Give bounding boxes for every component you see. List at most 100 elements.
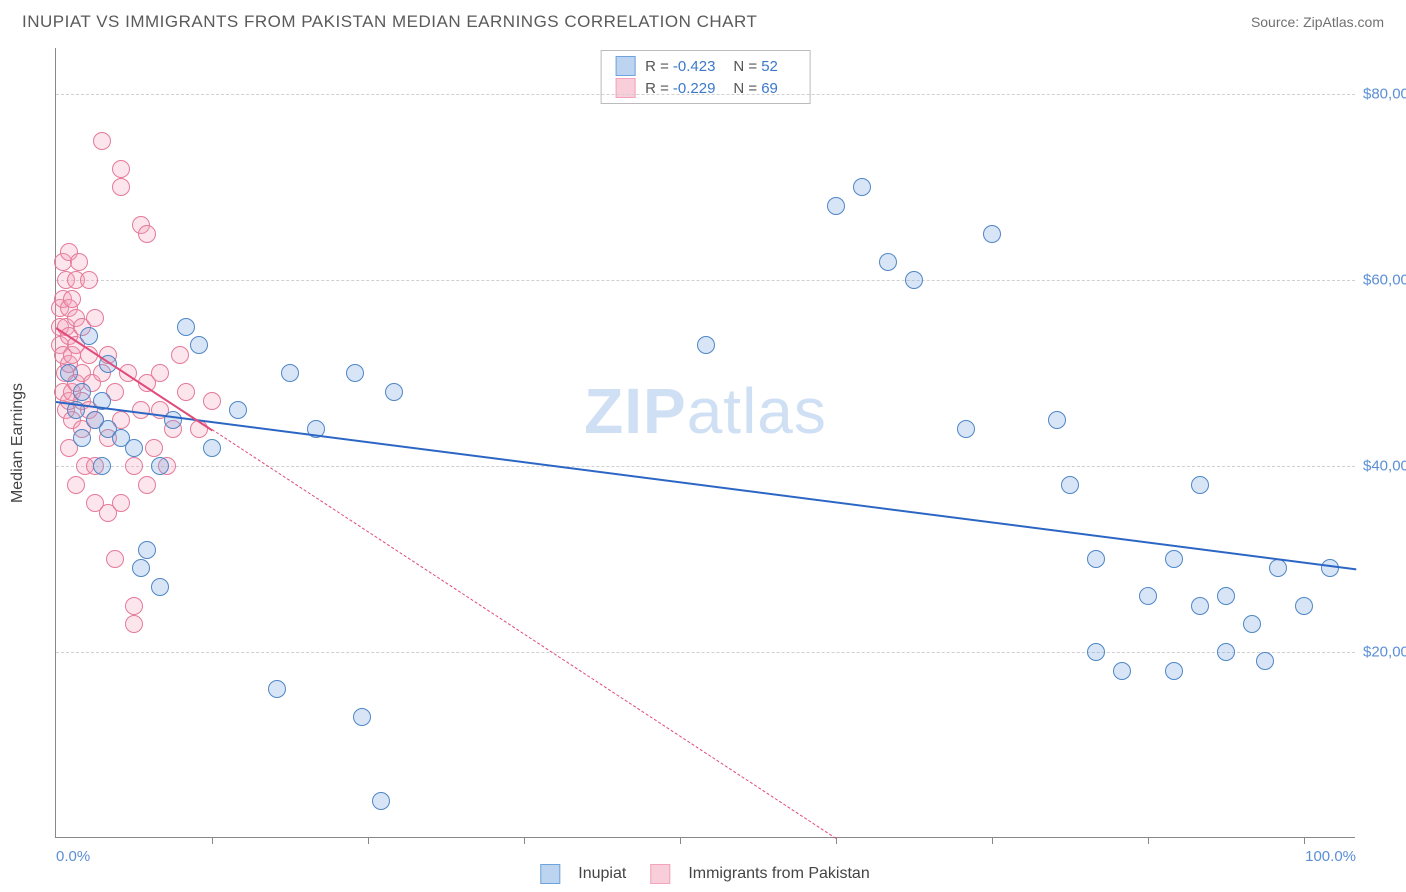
scatter-point bbox=[63, 290, 81, 308]
scatter-point bbox=[73, 383, 91, 401]
scatter-point bbox=[1217, 587, 1235, 605]
scatter-point bbox=[372, 792, 390, 810]
scatter-point bbox=[957, 420, 975, 438]
scatter-point bbox=[879, 253, 897, 271]
scatter-point bbox=[827, 197, 845, 215]
bottom-legend: Inupiat Immigrants from Pakistan bbox=[540, 864, 869, 884]
x-tick bbox=[1148, 837, 1149, 844]
swatch-icon bbox=[615, 56, 635, 76]
source-label: Source: ZipAtlas.com bbox=[1251, 14, 1384, 30]
legend-label: Immigrants from Pakistan bbox=[688, 865, 869, 883]
scatter-point bbox=[346, 364, 364, 382]
scatter-point bbox=[1269, 559, 1287, 577]
scatter-point bbox=[853, 178, 871, 196]
scatter-point bbox=[171, 346, 189, 364]
y-tick-label: $80,000 bbox=[1363, 86, 1406, 103]
x-tick-label: 100.0% bbox=[1305, 848, 1356, 865]
scatter-point bbox=[177, 318, 195, 336]
watermark-light: atlas bbox=[687, 375, 827, 447]
scatter-point bbox=[93, 457, 111, 475]
scatter-point bbox=[1217, 643, 1235, 661]
gridline bbox=[56, 280, 1355, 281]
scatter-point bbox=[1113, 662, 1131, 680]
gridline bbox=[56, 94, 1355, 95]
watermark-bold: ZIP bbox=[584, 375, 687, 447]
scatter-point bbox=[1256, 652, 1274, 670]
scatter-point bbox=[268, 680, 286, 698]
scatter-point bbox=[1191, 476, 1209, 494]
scatter-point bbox=[151, 364, 169, 382]
scatter-point bbox=[60, 364, 78, 382]
stats-row: R = -0.423 N = 52 bbox=[601, 55, 810, 77]
y-axis-label: Median Earnings bbox=[9, 382, 27, 502]
x-tick bbox=[1304, 837, 1305, 844]
plot-area: ZIPatlas Median Earnings R = -0.423 N = … bbox=[55, 48, 1355, 838]
scatter-point bbox=[164, 411, 182, 429]
chart-title: INUPIAT VS IMMIGRANTS FROM PAKISTAN MEDI… bbox=[22, 12, 757, 32]
stats-legend: R = -0.423 N = 52 R = -0.229 N = 69 bbox=[600, 50, 811, 104]
scatter-point bbox=[132, 559, 150, 577]
stat-r-label: R = bbox=[645, 58, 669, 75]
scatter-point bbox=[1165, 550, 1183, 568]
scatter-point bbox=[1321, 559, 1339, 577]
scatter-point bbox=[86, 309, 104, 327]
scatter-point bbox=[93, 132, 111, 150]
y-tick-label: $40,000 bbox=[1363, 458, 1406, 475]
stats-row: R = -0.229 N = 69 bbox=[601, 77, 810, 99]
scatter-point bbox=[80, 327, 98, 345]
scatter-point bbox=[177, 383, 195, 401]
scatter-point bbox=[112, 494, 130, 512]
scatter-point bbox=[1191, 597, 1209, 615]
scatter-point bbox=[151, 457, 169, 475]
scatter-point bbox=[80, 271, 98, 289]
scatter-point bbox=[1243, 615, 1261, 633]
scatter-point bbox=[112, 160, 130, 178]
scatter-point bbox=[145, 439, 163, 457]
scatter-point bbox=[385, 383, 403, 401]
scatter-point bbox=[151, 578, 169, 596]
scatter-point bbox=[281, 364, 299, 382]
scatter-point bbox=[1165, 662, 1183, 680]
scatter-point bbox=[138, 225, 156, 243]
stat-n-value: 52 bbox=[761, 58, 778, 75]
scatter-point bbox=[190, 336, 208, 354]
y-tick-label: $60,000 bbox=[1363, 272, 1406, 289]
chart-container: ZIPatlas Median Earnings R = -0.423 N = … bbox=[55, 48, 1355, 838]
swatch-icon bbox=[650, 864, 670, 884]
stat-r-value: -0.423 bbox=[673, 58, 716, 75]
scatter-point bbox=[125, 597, 143, 615]
scatter-point bbox=[1087, 643, 1105, 661]
x-tick bbox=[680, 837, 681, 844]
x-tick bbox=[212, 837, 213, 844]
scatter-point bbox=[125, 615, 143, 633]
x-tick bbox=[524, 837, 525, 844]
scatter-point bbox=[353, 708, 371, 726]
scatter-point bbox=[1061, 476, 1079, 494]
scatter-point bbox=[1295, 597, 1313, 615]
legend-label: Inupiat bbox=[578, 865, 626, 883]
gridline bbox=[56, 466, 1355, 467]
scatter-point bbox=[112, 178, 130, 196]
scatter-point bbox=[106, 550, 124, 568]
legend-item: Inupiat bbox=[540, 864, 626, 884]
scatter-point bbox=[1048, 411, 1066, 429]
scatter-point bbox=[125, 439, 143, 457]
scatter-point bbox=[905, 271, 923, 289]
x-tick bbox=[992, 837, 993, 844]
stat-n-label: N = bbox=[733, 58, 757, 75]
scatter-point bbox=[983, 225, 1001, 243]
scatter-point bbox=[70, 253, 88, 271]
scatter-point bbox=[138, 476, 156, 494]
scatter-point bbox=[203, 392, 221, 410]
gridline bbox=[56, 652, 1355, 653]
scatter-point bbox=[1139, 587, 1157, 605]
scatter-point bbox=[229, 401, 247, 419]
swatch-icon bbox=[540, 864, 560, 884]
legend-item: Immigrants from Pakistan bbox=[650, 864, 869, 884]
x-tick bbox=[368, 837, 369, 844]
scatter-point bbox=[67, 476, 85, 494]
scatter-point bbox=[125, 457, 143, 475]
scatter-point bbox=[1087, 550, 1105, 568]
trend-line bbox=[56, 401, 1356, 570]
scatter-point bbox=[203, 439, 221, 457]
